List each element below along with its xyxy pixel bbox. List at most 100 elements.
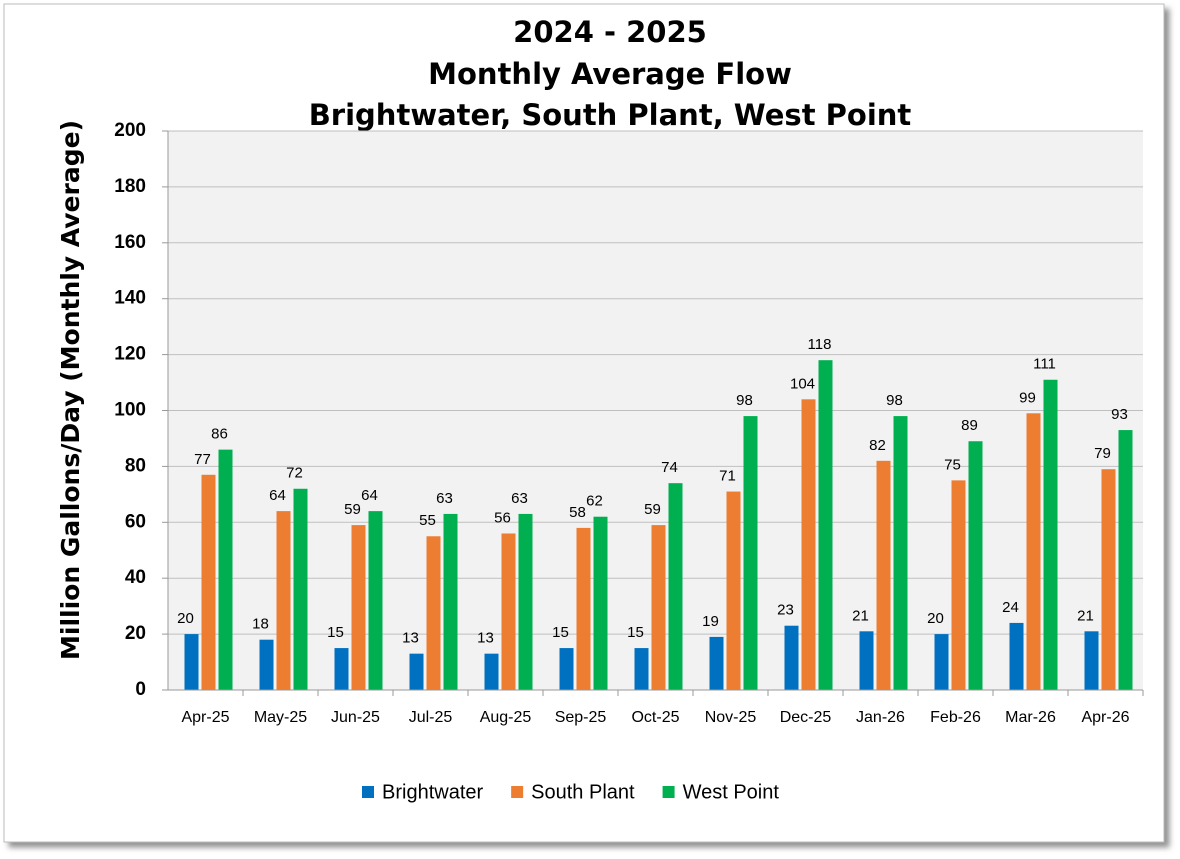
legend-swatch — [662, 786, 675, 798]
data-label: 23 — [777, 602, 794, 619]
bar — [818, 360, 833, 690]
chart-title: Monthly Average Flow — [428, 57, 792, 91]
data-label: 18 — [252, 616, 269, 633]
data-label: 15 — [327, 624, 344, 641]
data-label: 21 — [1077, 607, 1094, 624]
data-label: 71 — [719, 468, 736, 485]
bar — [743, 416, 758, 690]
bar — [651, 525, 666, 690]
data-label: 24 — [1002, 599, 1019, 616]
data-label: 59 — [644, 501, 661, 518]
bar — [726, 491, 741, 690]
y-tick-label: 100 — [114, 400, 146, 421]
data-label: 118 — [808, 336, 832, 353]
x-tick-label: Dec-25 — [780, 709, 832, 726]
bar — [668, 483, 683, 690]
legend-swatch — [511, 786, 524, 798]
y-tick-label: 80 — [125, 455, 146, 476]
legend-label: Brightwater — [382, 781, 483, 803]
bar — [484, 653, 499, 690]
bar — [184, 634, 199, 690]
bar — [518, 513, 533, 690]
bar — [634, 648, 649, 690]
x-tick-label: May-25 — [254, 709, 307, 726]
data-label: 77 — [194, 451, 211, 468]
data-label: 63 — [511, 490, 528, 507]
y-tick-label: 20 — [125, 623, 146, 644]
data-label: 20 — [177, 610, 194, 627]
y-tick-label: 60 — [125, 511, 146, 532]
data-label: 15 — [627, 624, 644, 641]
data-label: 55 — [419, 512, 436, 529]
bar — [201, 474, 216, 690]
chart-title: Brightwater, South Plant, West Point — [309, 98, 912, 132]
data-label: 59 — [344, 501, 361, 518]
y-tick-label: 180 — [114, 176, 146, 197]
bar — [576, 527, 591, 690]
y-axis-label: Million Gallons/Day (Monthly Average) — [56, 120, 85, 660]
data-label: 13 — [477, 630, 494, 647]
bar — [893, 416, 908, 690]
bar — [443, 513, 458, 690]
bar — [709, 636, 724, 690]
data-label: 104 — [790, 375, 815, 392]
data-label: 98 — [736, 392, 753, 409]
bar — [409, 653, 424, 690]
data-label: 13 — [402, 630, 419, 647]
bar — [968, 441, 983, 690]
x-tick-label: Nov-25 — [705, 709, 757, 726]
bar — [501, 533, 516, 690]
bar — [951, 480, 966, 690]
x-tick-label: Apr-25 — [181, 709, 229, 726]
bar — [334, 648, 349, 690]
data-label: 82 — [869, 437, 886, 454]
data-label: 89 — [961, 417, 978, 434]
bar — [934, 634, 949, 690]
bar — [801, 399, 816, 690]
x-tick-label: Sep-25 — [555, 709, 607, 726]
data-label: 19 — [702, 613, 719, 630]
data-label: 86 — [211, 426, 228, 443]
bar — [593, 516, 608, 690]
x-tick-label: Jul-25 — [409, 709, 453, 726]
y-tick-label: 120 — [114, 344, 146, 365]
bar — [351, 525, 366, 690]
data-label: 15 — [552, 624, 569, 641]
x-tick-label: Apr-26 — [1081, 709, 1129, 726]
data-label: 99 — [1019, 389, 1036, 406]
data-label: 79 — [1094, 445, 1111, 462]
bar — [1026, 413, 1041, 690]
bar — [559, 648, 574, 690]
data-label: 58 — [569, 504, 586, 521]
x-tick-label: Feb-26 — [930, 709, 981, 726]
bar — [368, 511, 383, 690]
data-label: 75 — [944, 456, 961, 473]
bar — [293, 488, 308, 690]
legend-label: West Point — [683, 781, 780, 803]
bar — [859, 631, 874, 690]
x-tick-label: Jan-26 — [856, 709, 905, 726]
bar — [1009, 622, 1024, 690]
x-tick-label: Mar-26 — [1005, 709, 1056, 726]
data-label: 63 — [436, 490, 453, 507]
y-tick-label: 160 — [114, 232, 146, 253]
data-label: 64 — [269, 487, 286, 504]
bar — [1101, 469, 1116, 690]
legend-label: South Plant — [531, 781, 635, 803]
bar — [1084, 631, 1099, 690]
data-label: 93 — [1111, 406, 1128, 423]
data-label: 56 — [494, 509, 511, 526]
data-label: 62 — [586, 493, 603, 510]
data-label: 111 — [1033, 356, 1056, 373]
y-tick-label: 200 — [114, 120, 146, 141]
bar — [784, 625, 799, 690]
y-tick-label: 140 — [114, 288, 146, 309]
x-tick-label: Jun-25 — [331, 709, 380, 726]
bar — [259, 639, 274, 690]
bar — [218, 449, 233, 690]
bar — [876, 460, 891, 690]
data-label: 20 — [927, 610, 944, 627]
data-label: 74 — [661, 459, 678, 476]
